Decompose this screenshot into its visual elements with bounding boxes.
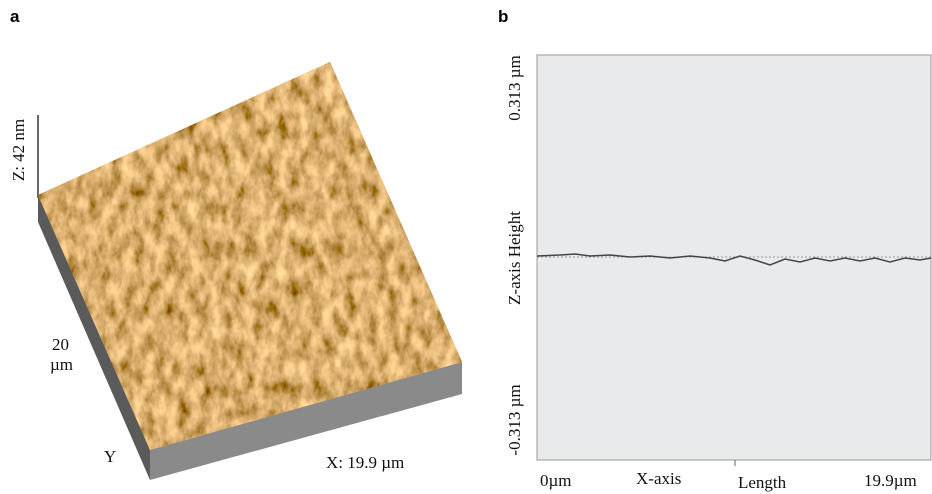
panel-b: b 0.313 µm Z-axis Height -0.313 µm 0µm X… — [498, 7, 932, 492]
panel-label: b — [498, 7, 508, 26]
profile-line — [536, 253, 932, 266]
x-title: X-axis — [636, 469, 681, 488]
x-size: X: 19.9 µm — [326, 453, 404, 472]
x-middle-label: Length — [738, 473, 787, 492]
x-end-label: 19.9µm — [864, 471, 917, 490]
y-title: Z-axis Height — [505, 211, 524, 305]
y-size-unit: µm — [50, 355, 73, 374]
y-bottom-label: -0.313 µm — [505, 384, 524, 455]
panel-a: a Z: 42 nm 20 µm Y X: 19.9 µm — [9, 7, 462, 480]
panel-label: a — [10, 7, 20, 26]
y-top-label: 0.313 µm — [505, 55, 524, 121]
side-left — [38, 195, 150, 480]
z-scale: Z: 42 nm — [9, 119, 28, 181]
side-front — [150, 362, 462, 480]
surface-texture — [38, 62, 462, 450]
y-axis-label: Y — [104, 447, 116, 466]
y-size: 20 — [52, 335, 69, 354]
x-start-label: 0µm — [540, 471, 572, 490]
